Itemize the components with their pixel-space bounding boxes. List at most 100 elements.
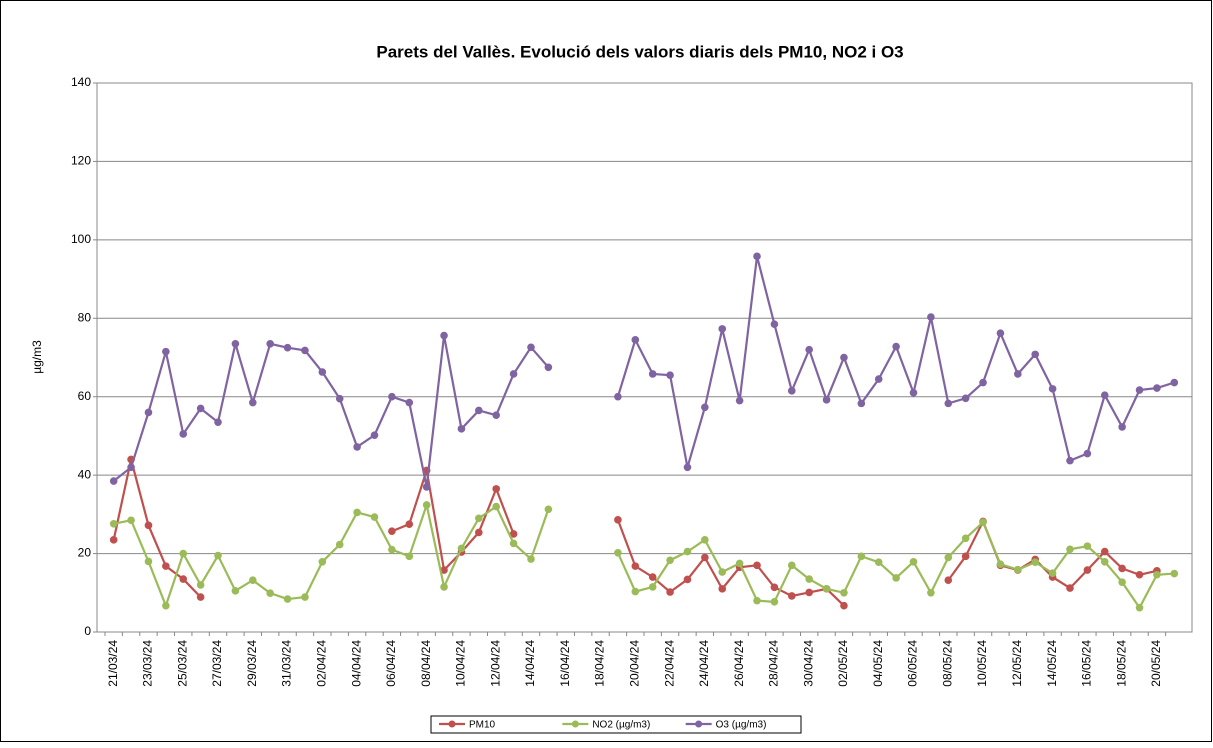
data-point bbox=[787, 592, 796, 600]
data-point bbox=[492, 485, 501, 493]
series-line bbox=[112, 459, 1158, 607]
legend-label: PM10 bbox=[469, 720, 496, 731]
data-point bbox=[857, 552, 866, 561]
data-point bbox=[475, 406, 483, 415]
data-point bbox=[370, 431, 379, 439]
y-tick-label: 120 bbox=[71, 154, 91, 168]
y-tick-label: 100 bbox=[71, 232, 91, 246]
data-point bbox=[822, 396, 831, 404]
data-point bbox=[666, 556, 674, 565]
data-point bbox=[1118, 564, 1126, 573]
data-point bbox=[388, 527, 396, 536]
data-point bbox=[301, 593, 309, 601]
data-point bbox=[1048, 569, 1057, 577]
data-point bbox=[718, 568, 727, 576]
data-point bbox=[648, 573, 657, 581]
data-point bbox=[614, 548, 622, 557]
data-point bbox=[457, 544, 466, 553]
x-tick-label: 18/04/24 bbox=[593, 640, 607, 687]
data-point bbox=[440, 331, 448, 340]
data-point bbox=[857, 399, 866, 408]
x-tick-label: 28/04/24 bbox=[767, 640, 781, 687]
x-tick-label: 10/04/24 bbox=[454, 640, 468, 687]
data-point bbox=[422, 501, 431, 509]
x-tick-label: 16/05/24 bbox=[1080, 640, 1094, 687]
data-point bbox=[388, 545, 396, 554]
x-tick-label: 31/03/24 bbox=[280, 640, 294, 687]
x-tick-label: 06/04/24 bbox=[384, 640, 398, 687]
data-point bbox=[388, 392, 396, 401]
data-point bbox=[1100, 558, 1109, 566]
x-tick-label: 14/04/24 bbox=[523, 640, 537, 687]
data-point bbox=[283, 595, 292, 603]
data-point bbox=[335, 394, 344, 403]
legend-marker bbox=[695, 720, 703, 728]
data-point bbox=[527, 555, 535, 563]
data-point bbox=[1100, 547, 1109, 556]
data-point bbox=[492, 411, 501, 419]
data-point bbox=[1066, 456, 1074, 465]
data-point bbox=[979, 378, 987, 387]
data-point bbox=[648, 370, 657, 378]
data-point bbox=[840, 353, 848, 362]
data-point bbox=[231, 587, 240, 595]
data-point bbox=[318, 368, 327, 376]
data-point bbox=[162, 601, 170, 610]
x-tick-label: 26/04/24 bbox=[732, 640, 746, 687]
y-tick-label: 0 bbox=[84, 624, 91, 638]
data-point bbox=[1135, 570, 1144, 579]
data-point bbox=[718, 585, 727, 593]
x-tick-label: 04/05/24 bbox=[871, 640, 885, 687]
x-tick-label: 16/04/24 bbox=[558, 640, 572, 687]
data-point bbox=[1066, 545, 1074, 554]
x-tick-label: 12/04/24 bbox=[488, 640, 502, 687]
data-point bbox=[1083, 542, 1092, 550]
x-tick-label: 08/04/24 bbox=[419, 640, 433, 687]
data-point bbox=[301, 346, 309, 355]
data-point bbox=[527, 343, 535, 352]
data-point bbox=[179, 549, 188, 558]
data-point bbox=[718, 325, 727, 333]
data-point bbox=[1031, 350, 1040, 359]
data-point bbox=[248, 576, 257, 585]
x-tick-label: 04/04/24 bbox=[349, 640, 363, 687]
data-point bbox=[892, 574, 900, 582]
data-point bbox=[753, 561, 761, 570]
legend-marker bbox=[571, 720, 579, 728]
x-tick-label: 14/05/24 bbox=[1045, 640, 1059, 687]
data-point bbox=[509, 370, 518, 378]
data-point bbox=[909, 388, 918, 397]
data-point bbox=[196, 581, 205, 589]
data-point bbox=[109, 477, 118, 485]
data-point bbox=[1170, 378, 1179, 387]
data-point bbox=[822, 585, 831, 593]
data-point bbox=[492, 502, 501, 511]
y-tick-label: 80 bbox=[78, 310, 92, 324]
x-tick-label: 08/05/24 bbox=[940, 640, 954, 687]
chart-title: Parets del Vallès. Evolució dels valors … bbox=[376, 42, 903, 61]
data-point bbox=[631, 562, 640, 570]
data-point bbox=[144, 408, 153, 417]
y-tick-label: 40 bbox=[78, 467, 92, 481]
data-point bbox=[683, 547, 692, 556]
data-point bbox=[144, 557, 153, 566]
data-point bbox=[544, 363, 553, 372]
x-tick-label: 18/05/24 bbox=[1114, 640, 1128, 687]
data-point bbox=[1048, 385, 1057, 393]
data-point bbox=[753, 252, 761, 261]
data-point bbox=[1083, 449, 1092, 458]
data-point bbox=[475, 514, 483, 523]
data-point bbox=[179, 575, 188, 583]
data-point bbox=[996, 329, 1005, 337]
data-point bbox=[944, 399, 953, 408]
data-point bbox=[318, 558, 327, 566]
data-point bbox=[787, 387, 796, 395]
data-point bbox=[701, 536, 709, 544]
data-point bbox=[770, 583, 779, 592]
data-point bbox=[370, 513, 379, 521]
data-point bbox=[248, 398, 257, 407]
data-point bbox=[753, 596, 761, 605]
x-tick-label: 27/03/24 bbox=[210, 640, 224, 687]
data-point bbox=[335, 540, 344, 549]
